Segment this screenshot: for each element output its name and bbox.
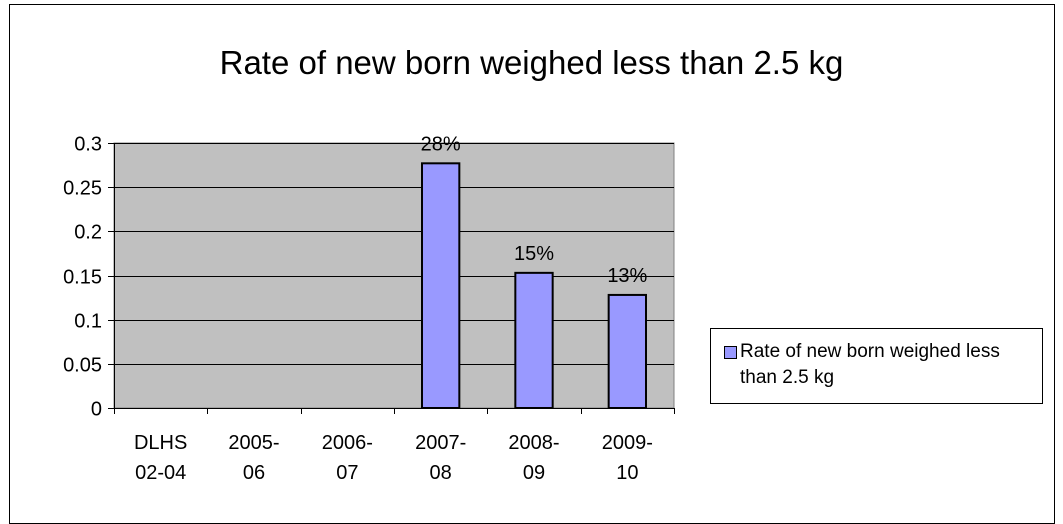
y-tick-label: 0.3 — [74, 134, 102, 156]
legend-label: Rate of new born weighed less than 2.5 k… — [740, 341, 1000, 388]
bar — [514, 271, 554, 409]
y-tick-label: 0.25 — [63, 178, 102, 200]
plot-background — [113, 142, 675, 409]
x-tick-label: DLHS — [134, 432, 187, 454]
x-tick-label: 2006- — [322, 432, 373, 454]
x-tick-label: 2008- — [508, 432, 559, 454]
data-label: 13% — [607, 265, 647, 287]
y-tick-label: 0.05 — [63, 355, 102, 377]
x-tick-label: 06 — [243, 462, 265, 484]
bar — [607, 293, 648, 409]
y-tick-label: 0.2 — [74, 222, 102, 244]
chart-title: Rate of new born weighed less than 2.5 k… — [219, 44, 844, 81]
y-tick-label: 0 — [91, 399, 102, 421]
x-tick-label: 2009- — [602, 432, 653, 454]
x-tick-label: 2007- — [415, 432, 466, 454]
x-tick-label: 10 — [616, 462, 638, 484]
data-label: 15% — [514, 243, 554, 265]
y-tick-label: 0.15 — [63, 267, 102, 289]
x-tick-label: 2005- — [228, 432, 279, 454]
x-tick-label: 09 — [523, 462, 545, 484]
y-tick-label: 0.1 — [74, 311, 102, 333]
data-label: 28% — [421, 133, 461, 155]
x-tick-label: 07 — [336, 462, 358, 484]
x-tick-label: 08 — [430, 462, 452, 484]
x-tick-label: 02-04 — [135, 462, 186, 484]
legend: Rate of new born weighed less than 2.5 k… — [710, 328, 1043, 404]
legend-swatch — [724, 346, 737, 359]
bar — [421, 162, 461, 409]
